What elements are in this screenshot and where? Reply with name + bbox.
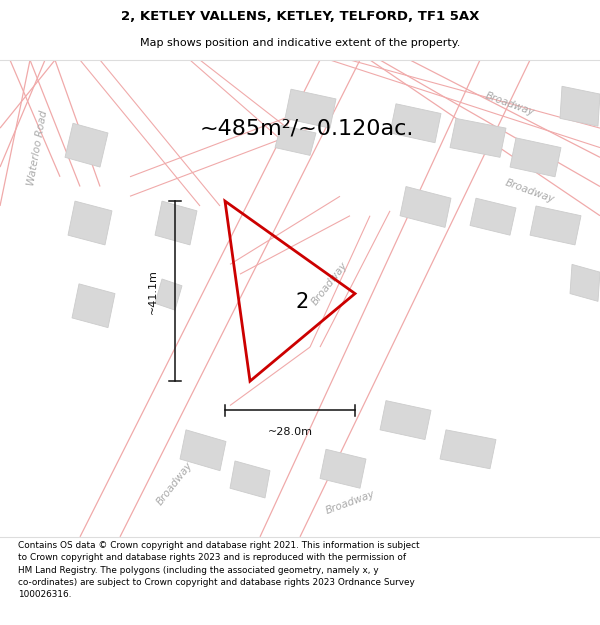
Text: 2, KETLEY VALLENS, KETLEY, TELFORD, TF1 5AX: 2, KETLEY VALLENS, KETLEY, TELFORD, TF1 … — [121, 10, 479, 23]
Polygon shape — [275, 125, 316, 156]
Polygon shape — [72, 284, 115, 328]
Text: Broadway: Broadway — [504, 178, 556, 205]
Text: Contains OS data © Crown copyright and database right 2021. This information is : Contains OS data © Crown copyright and d… — [18, 541, 419, 599]
Polygon shape — [440, 430, 496, 469]
Polygon shape — [380, 401, 431, 439]
Polygon shape — [560, 86, 600, 126]
Text: ~41.1m: ~41.1m — [148, 269, 158, 314]
Polygon shape — [450, 118, 506, 158]
Polygon shape — [155, 279, 182, 310]
Polygon shape — [320, 449, 366, 488]
Polygon shape — [65, 123, 108, 167]
Polygon shape — [530, 206, 581, 245]
Text: Broadway: Broadway — [484, 90, 536, 118]
Text: Broadway: Broadway — [310, 261, 350, 308]
Text: Map shows position and indicative extent of the property.: Map shows position and indicative extent… — [140, 38, 460, 48]
Text: Broadway: Broadway — [324, 489, 376, 516]
Polygon shape — [230, 461, 270, 498]
Polygon shape — [180, 430, 226, 471]
Text: Broadway: Broadway — [155, 460, 195, 507]
Polygon shape — [285, 89, 336, 128]
Polygon shape — [68, 201, 112, 245]
Text: ~28.0m: ~28.0m — [268, 427, 313, 437]
Polygon shape — [390, 104, 441, 142]
Polygon shape — [400, 186, 451, 228]
Polygon shape — [570, 264, 600, 301]
Text: ~485m²/~0.120ac.: ~485m²/~0.120ac. — [200, 118, 415, 138]
Text: 2: 2 — [295, 292, 308, 312]
Polygon shape — [470, 198, 516, 235]
Polygon shape — [510, 138, 561, 177]
Polygon shape — [155, 201, 197, 245]
Text: Waterloo Road: Waterloo Road — [26, 109, 50, 186]
